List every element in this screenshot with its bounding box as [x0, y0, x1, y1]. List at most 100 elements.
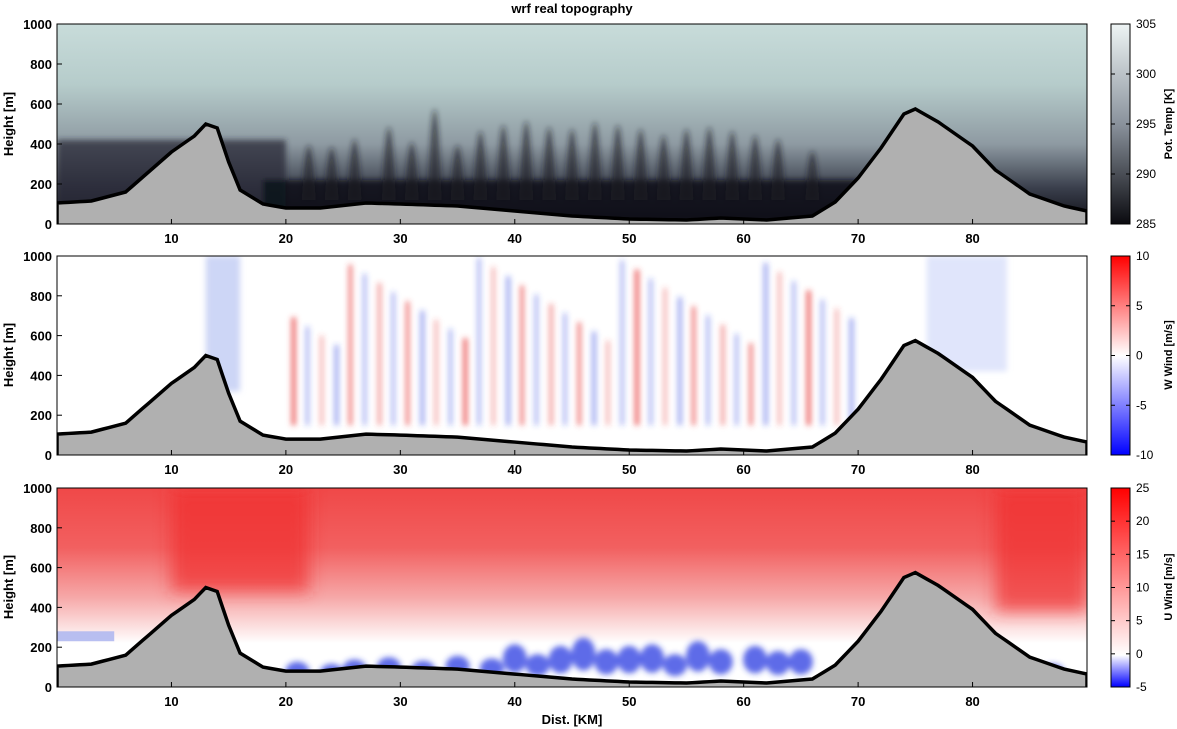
y-tick-label: 400 [30, 368, 52, 383]
x-tick-label: 50 [622, 462, 636, 477]
x-tick-label: 70 [851, 694, 865, 709]
terrain [57, 338, 1087, 455]
colorbar-tick-label: 10 [1136, 581, 1150, 595]
terrain [57, 107, 1087, 224]
plume [610, 125, 625, 200]
plume [381, 127, 396, 200]
x-tick-label: 10 [164, 231, 178, 246]
x-tick-label: 60 [736, 462, 750, 477]
w-streak [363, 273, 367, 426]
w-streak [391, 292, 395, 426]
plume [748, 135, 763, 200]
colorbar-label: W Wind [m/s] [1163, 320, 1175, 390]
reversed-flow [743, 645, 768, 674]
x-tick-label: 30 [393, 694, 407, 709]
w-streak [463, 338, 468, 426]
w-streak [634, 269, 639, 426]
w-streak [849, 318, 854, 426]
colorbar-tick-label: 25 [1136, 481, 1150, 495]
colorbar-tick-label: 305 [1136, 17, 1156, 31]
w-streak [448, 329, 452, 426]
w-streak [677, 297, 682, 426]
w-wind-streaks [205, 256, 1007, 426]
w-streak [720, 324, 725, 426]
w-streak [835, 308, 839, 426]
reversed-flow [548, 645, 573, 674]
x-tick-label: 30 [393, 231, 407, 246]
plume [633, 129, 648, 200]
w-streak [563, 313, 567, 426]
downdraft-zone [926, 256, 1007, 372]
terrain [57, 570, 1087, 687]
w-streak [778, 272, 781, 426]
x-tick-label: 50 [622, 694, 636, 709]
plume [679, 129, 694, 200]
y-tick-label: 200 [30, 408, 52, 423]
w-streak [749, 343, 753, 426]
w-streak [592, 331, 597, 426]
w-streak [820, 299, 824, 426]
colorbar-tick-label: 295 [1136, 117, 1156, 131]
jet-core [171, 488, 1087, 612]
y-tick-label: 0 [45, 448, 52, 463]
w-streak [806, 290, 811, 426]
y-axis-label: Height [m] [1, 92, 16, 156]
chart-title: wrf real topography [510, 1, 633, 16]
reversed-flow [766, 650, 790, 676]
w-streak [506, 276, 511, 426]
w-streak [305, 326, 309, 426]
plume [702, 127, 717, 200]
reversed-flow [685, 640, 710, 672]
x-tick-label: 80 [965, 694, 979, 709]
x-tick-label: 40 [508, 462, 522, 477]
plume [519, 121, 534, 200]
colorbar-tick-label: -10 [1136, 448, 1154, 462]
x-tick-label: 70 [851, 462, 865, 477]
y-tick-label: 600 [30, 561, 52, 576]
w-streak [348, 264, 352, 426]
colorbar-tick-label: 0 [1136, 647, 1143, 661]
plot-frame [56, 255, 1088, 456]
reversed-flow [502, 644, 527, 673]
w-streak [291, 317, 296, 426]
x-tick-label: 20 [279, 694, 293, 709]
reversed-flow [571, 637, 596, 671]
x-tick-label: 40 [508, 694, 522, 709]
plume [404, 142, 419, 200]
w-streak [763, 262, 768, 426]
colorbar-label: Pot. Temp [K] [1163, 88, 1175, 159]
reversed-flow [57, 631, 115, 642]
x-axis-label: Dist. [KM] [542, 712, 603, 727]
x-tick-label: 20 [279, 231, 293, 246]
plume [771, 139, 785, 200]
x-tick-label: 60 [736, 231, 750, 246]
x-tick-label: 20 [279, 462, 293, 477]
w-streak [706, 315, 710, 426]
reversed-flow [617, 645, 642, 674]
plume [324, 147, 339, 200]
x-tick-label: 80 [965, 231, 979, 246]
colorbar-tick-label: 20 [1136, 514, 1150, 528]
y-tick-label: 1000 [23, 481, 52, 496]
y-tick-label: 600 [30, 329, 52, 344]
colorbar-w-wind: -10 -5 0 5 10 [1110, 249, 1154, 462]
plume [587, 122, 602, 200]
reversed-flow [663, 654, 687, 677]
u-wind-features [57, 488, 1087, 684]
colorbar-tick-label: -5 [1136, 680, 1147, 694]
reversed-flow [594, 649, 619, 675]
colorbar-tick-label: 290 [1136, 167, 1156, 181]
y-axis-label: Height [m] [1, 323, 16, 387]
y-tick-label: 400 [30, 600, 52, 615]
plot-frame [56, 23, 1088, 225]
w-streak [420, 310, 425, 426]
w-streak [320, 335, 324, 426]
y-tick-label: 1000 [23, 17, 52, 32]
reversed-flow [525, 654, 550, 677]
reversed-flow [788, 649, 813, 675]
